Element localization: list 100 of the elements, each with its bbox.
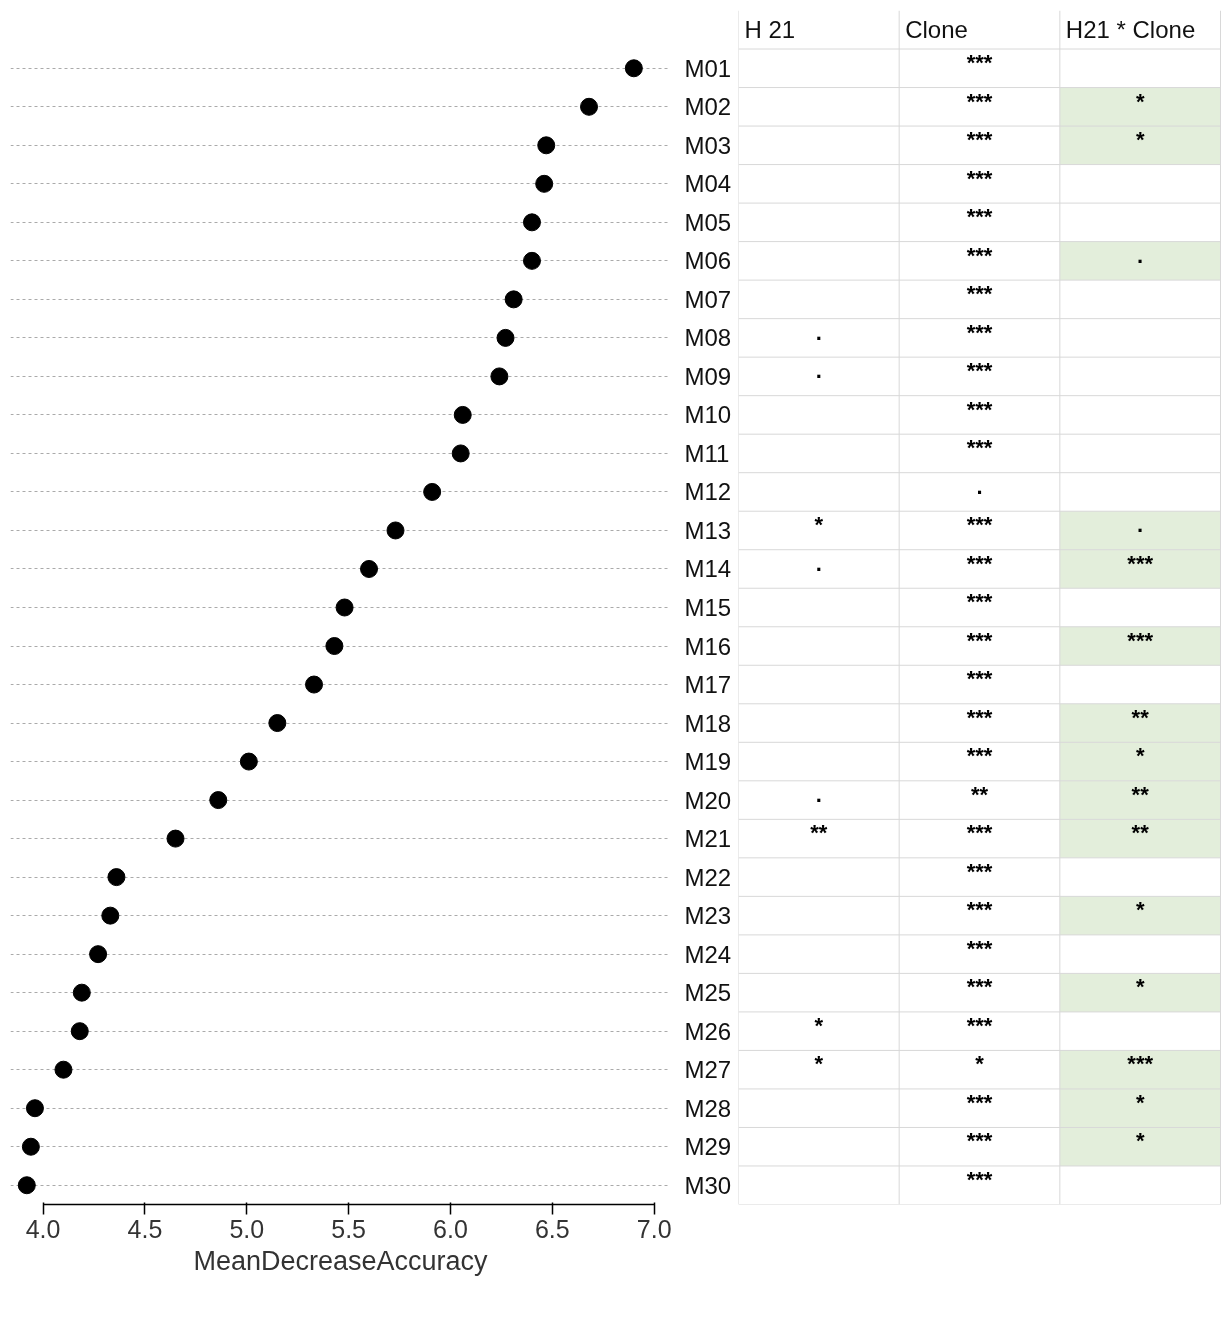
text: ** — [1131, 704, 1149, 730]
text: *** — [966, 627, 993, 653]
x-tick-label: 4.5 — [127, 1214, 163, 1243]
y-tick-label: M06 — [684, 247, 732, 275]
y-tick-label: M27 — [684, 1056, 732, 1084]
text: *** — [966, 435, 993, 461]
text: *** — [966, 1089, 993, 1115]
text: * — [1135, 1089, 1145, 1115]
text: *** — [966, 935, 993, 961]
y-tick-label: M28 — [684, 1094, 732, 1122]
point — [107, 868, 126, 887]
text: *** — [966, 704, 993, 730]
text: ** — [810, 820, 828, 846]
text: *** — [966, 820, 993, 846]
point — [54, 1060, 73, 1079]
x-tick-label: 5.5 — [331, 1214, 367, 1243]
text: *** — [966, 88, 993, 114]
text: *** — [1127, 1051, 1154, 1077]
text: *** — [966, 743, 993, 769]
point — [17, 1176, 36, 1195]
text: *** — [966, 1012, 993, 1038]
point — [535, 174, 554, 193]
text: * — [1135, 127, 1145, 153]
y-tick-label: M05 — [684, 208, 732, 236]
x-tick-label: 4.0 — [25, 1214, 61, 1243]
y-tick-label: M21 — [684, 825, 732, 853]
point — [101, 906, 120, 925]
text: * — [1135, 743, 1145, 769]
y-tick-label: M01 — [684, 54, 732, 82]
point — [89, 945, 108, 964]
y-tick-label: M30 — [684, 1171, 732, 1199]
text: *** — [966, 589, 993, 615]
text: . — [815, 319, 822, 345]
x-tick-label: 7.0 — [636, 1214, 672, 1243]
y-tick-label: M25 — [684, 979, 732, 1007]
x-axis-title: MeanDecreaseAccuracy — [193, 1245, 489, 1276]
point — [504, 290, 523, 309]
text: . — [815, 358, 822, 384]
text: *** — [966, 858, 993, 884]
text: * — [1135, 1128, 1145, 1154]
point — [522, 213, 541, 232]
x-tick-label: 6.5 — [534, 1214, 570, 1243]
y-tick-label: M19 — [684, 748, 732, 776]
text: ** — [1131, 820, 1149, 846]
text: * — [814, 1051, 824, 1077]
y-tick-label: M26 — [684, 1017, 732, 1045]
point — [268, 714, 287, 733]
category-label: H21 * Clone — [1065, 16, 1196, 44]
y-tick-label: M29 — [684, 1133, 732, 1161]
y-tick-label: M14 — [684, 555, 732, 583]
y-tick-label: M12 — [684, 478, 732, 506]
y-tick-label: M16 — [684, 632, 732, 660]
text: *** — [966, 319, 993, 345]
point — [21, 1137, 40, 1156]
text: * — [1135, 974, 1145, 1000]
text: * — [975, 1051, 984, 1077]
y-tick-label: M08 — [684, 324, 732, 352]
text: *** — [966, 897, 993, 923]
text: ** — [1131, 781, 1149, 807]
text: . — [1137, 242, 1144, 268]
y-tick-label: M15 — [684, 594, 732, 621]
text: *** — [966, 127, 993, 153]
y-tick-label: M10 — [684, 401, 732, 429]
text: *** — [966, 512, 993, 538]
text: . — [1137, 512, 1144, 538]
text: . — [976, 473, 983, 499]
point — [580, 97, 599, 116]
y-tick-label: M22 — [684, 863, 732, 891]
text: . — [815, 550, 822, 576]
point — [209, 791, 228, 810]
text: * — [1135, 88, 1145, 114]
point — [537, 136, 556, 155]
text: * — [814, 1012, 824, 1038]
text: *** — [966, 396, 993, 422]
text: *** — [966, 358, 993, 384]
point — [360, 560, 379, 578]
point — [70, 1022, 89, 1041]
point — [25, 1099, 44, 1118]
y-tick-label: M18 — [684, 709, 732, 737]
x-tick-label: 6.0 — [433, 1214, 468, 1243]
y-tick-label: M24 — [684, 940, 732, 968]
text: * — [1135, 897, 1145, 923]
text: *** — [966, 974, 993, 1000]
point — [522, 251, 541, 270]
point — [386, 521, 405, 540]
y-tick-label: M11 — [684, 439, 730, 467]
y-tick-label: M07 — [684, 285, 732, 313]
point — [305, 675, 324, 694]
text: * — [814, 512, 824, 538]
point — [451, 444, 470, 463]
y-tick-label: M13 — [684, 516, 732, 544]
text: *** — [966, 204, 993, 230]
point — [624, 59, 643, 78]
y-tick-label: M02 — [684, 93, 732, 121]
text: *** — [966, 165, 993, 191]
point — [239, 752, 258, 771]
category-label: H 21 — [744, 16, 796, 44]
point — [453, 405, 472, 424]
point — [496, 328, 515, 347]
text: *** — [966, 242, 993, 268]
